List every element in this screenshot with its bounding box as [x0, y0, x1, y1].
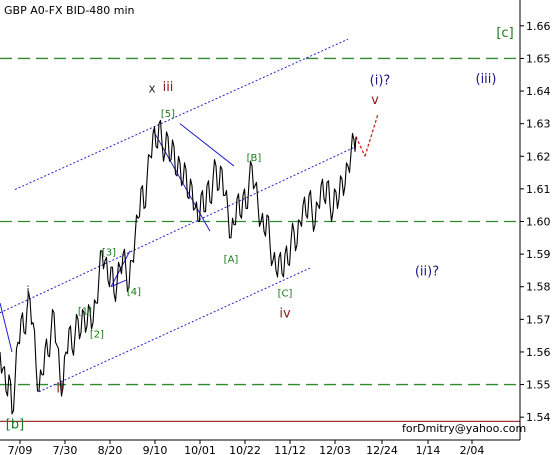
wave-label-17: ii — [56, 382, 63, 397]
wave-label-8: [A] — [224, 254, 239, 265]
wave-label-0: [c] — [496, 26, 513, 41]
y-tick-label-8: 1.62 — [526, 150, 551, 163]
x-tick-label-10: 2/04 — [460, 444, 485, 455]
y-tick-label-9: 1.63 — [526, 118, 551, 131]
price-series — [0, 119, 357, 415]
wave-labels: [c](iii)(i)?vx iii[5][B][A][C]iv(ii)?[3][… — [6, 26, 514, 432]
y-tick-label-0: 1.54 — [526, 411, 551, 424]
channel-line-1 — [0, 146, 357, 314]
y-tick-label-4: 1.58 — [526, 281, 551, 294]
x-tick-label-1: 7/30 — [53, 444, 78, 455]
y-tick-label-1: 1.55 — [526, 379, 551, 392]
wave-label-15: [2] — [90, 329, 104, 340]
wave-label-7: [B] — [247, 153, 262, 164]
x-tick-label-3: 9/10 — [143, 444, 168, 455]
trend-line-0 — [0, 302, 13, 353]
wave-label-5: iii — [163, 80, 174, 95]
wave-label-11: (ii)? — [415, 264, 439, 279]
x-tick-label-2: 8/20 — [98, 444, 123, 455]
y-tick-label-5: 1.59 — [526, 248, 551, 261]
wave-label-10: iv — [279, 307, 291, 322]
y-tick-label-7: 1.61 — [526, 183, 551, 196]
forecast-line-1 — [364, 113, 379, 157]
wave-label-1: (iii) — [476, 72, 497, 87]
wave-label-12: [3] — [102, 248, 116, 259]
x-tick-label-9: 1/14 — [416, 444, 441, 455]
forecast-line-0 — [355, 136, 366, 157]
y-tick-label-6: 1.60 — [526, 216, 551, 229]
trend-line-4 — [179, 123, 235, 167]
wave-label-6: [5] — [161, 109, 175, 120]
wave-label-9: [C] — [278, 289, 293, 300]
wave-label-4: x — [148, 82, 155, 96]
wave-label-2: (i)? — [370, 74, 391, 89]
x-tick-label-5: 10/22 — [229, 444, 261, 455]
x-tick-label-8: 12/24 — [366, 444, 398, 455]
price-line — [0, 119, 357, 415]
x-tick-label-7: 12/03 — [319, 444, 351, 455]
x-tick-label-6: 11/12 — [274, 444, 306, 455]
channel-line-0 — [14, 38, 349, 190]
guide-lines — [0, 38, 520, 423]
x-tick-label-0: 7/09 — [8, 444, 33, 455]
y-tick-label-11: 1.65 — [526, 52, 551, 65]
channel-line-2 — [38, 266, 313, 393]
wave-label-18: [b] — [6, 418, 24, 433]
wave-label-16: i — [26, 284, 29, 298]
y-tick-label-3: 1.57 — [526, 313, 551, 326]
wave-label-3: v — [371, 93, 379, 108]
x-tick-label-4: 10/01 — [184, 444, 216, 455]
y-tick-label-10: 1.64 — [526, 85, 551, 98]
chart-title: GBP A0-FX BID-480 min — [4, 4, 135, 17]
wave-label-14: [1] — [78, 306, 92, 317]
watermark: forDmitry@yahoo.com — [402, 422, 526, 435]
y-tick-label-2: 1.56 — [526, 346, 551, 359]
wave-label-13: [4] — [127, 287, 141, 298]
y-tick-label-12: 1.66 — [526, 20, 551, 33]
